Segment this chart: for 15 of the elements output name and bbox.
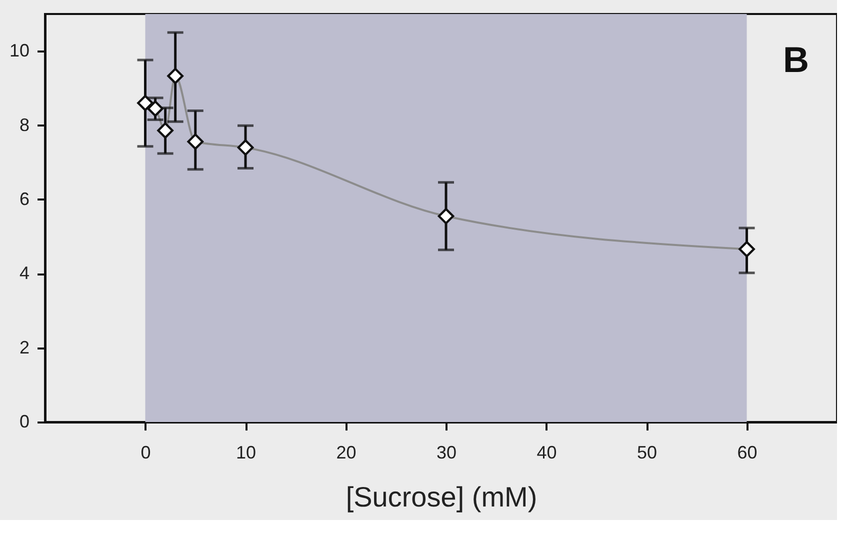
y-tick-label: 10 <box>9 40 30 61</box>
x-tick-label: 20 <box>336 442 356 462</box>
x-tick-label: 0 <box>140 442 151 462</box>
x-tick-label: 60 <box>737 442 758 462</box>
x-tick-label: 50 <box>637 442 658 462</box>
y-tick-label: 0 <box>19 412 30 432</box>
y-tick-label: 2 <box>19 337 30 358</box>
x-tick-label: 10 <box>236 442 256 462</box>
y-tick-label: 8 <box>19 114 30 135</box>
x-tick-label: 40 <box>536 442 557 462</box>
y-tick-label: 4 <box>19 263 30 284</box>
annotation: B <box>783 39 809 80</box>
y-tick-label: 6 <box>19 188 30 209</box>
x-tick-label: 30 <box>436 442 457 462</box>
x-axis-title: [Sucrose] (mM) <box>346 482 538 512</box>
